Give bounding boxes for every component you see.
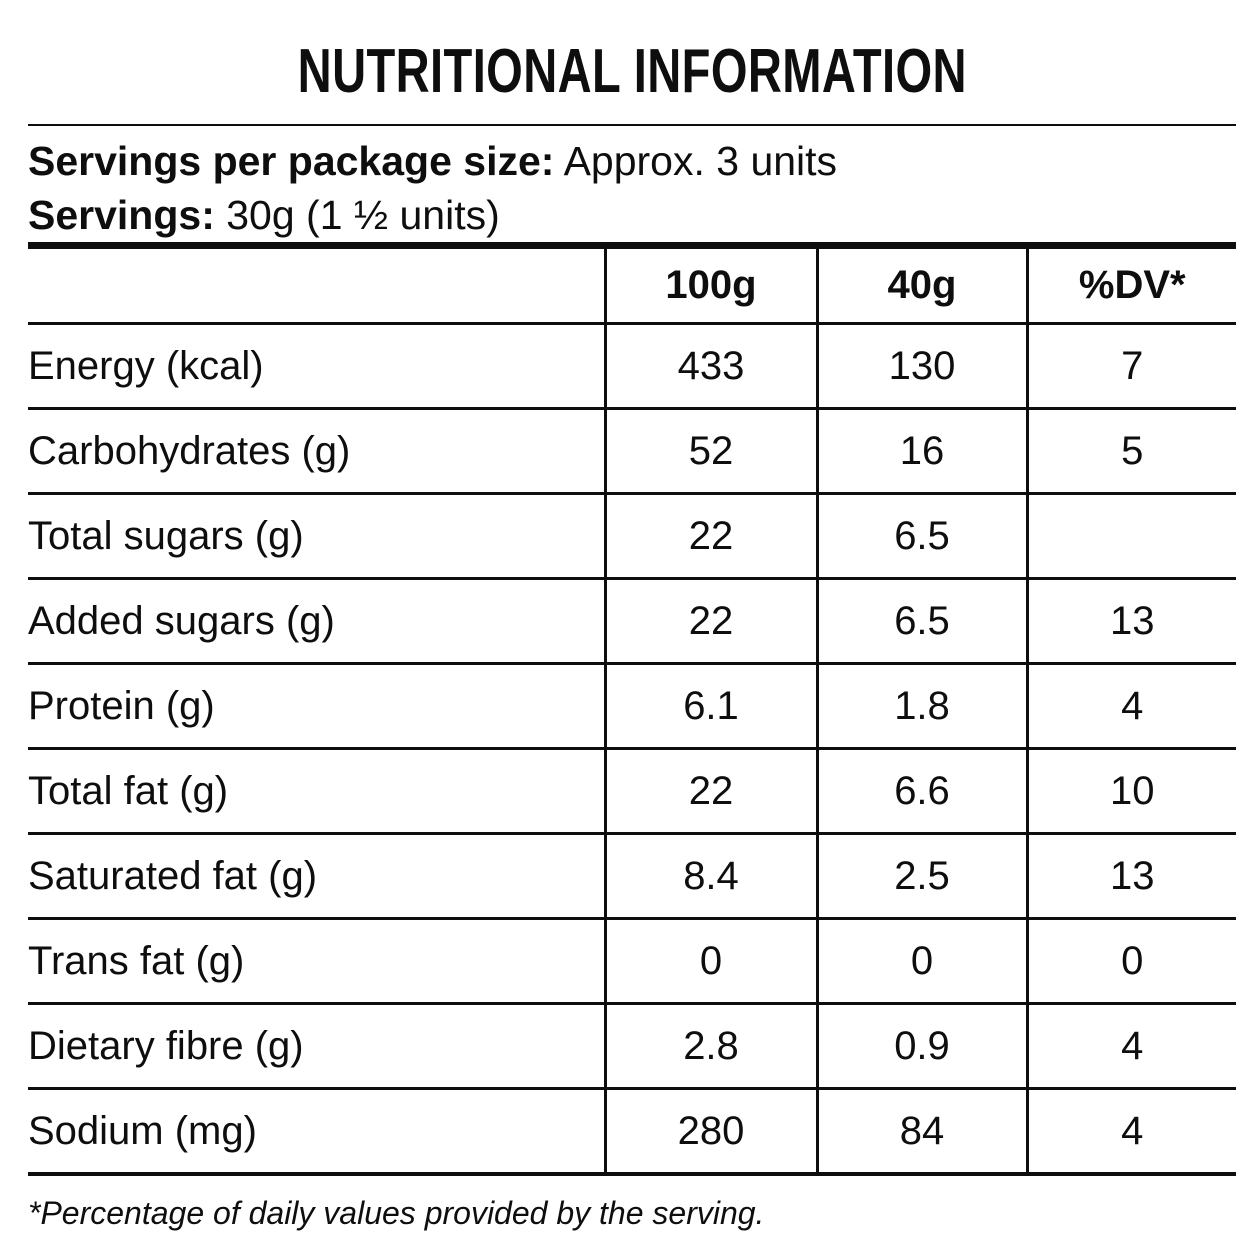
row-value-40g: 1.8 <box>815 663 1027 750</box>
table-row: Carbohydrates (g) 52 16 5 <box>28 408 1236 495</box>
row-value-dv: 5 <box>1025 408 1236 495</box>
row-value-dv: 13 <box>1025 578 1236 665</box>
nutrition-table: 100g 40g %DV* Energy (kcal) 433 130 7 Ca… <box>28 242 1236 1176</box>
row-value-100g: 280 <box>603 1088 817 1176</box>
column-header-100g: 100g <box>603 245 817 325</box>
row-value-40g: 16 <box>815 408 1027 495</box>
row-label: Added sugars (g) <box>28 578 605 665</box>
row-value-40g: 6.5 <box>815 578 1027 665</box>
row-value-40g: 6.5 <box>815 493 1027 580</box>
row-label: Sodium (mg) <box>28 1088 605 1176</box>
row-value-100g: 22 <box>603 578 817 665</box>
footnote: *Percentage of daily values provided by … <box>28 1195 765 1231</box>
servings-per-package-label: Servings per package size: <box>28 138 555 184</box>
servings-block: Servings per package size: Approx. 3 uni… <box>28 126 1236 242</box>
serving-size-value: 30g (1 ½ units) <box>226 192 500 238</box>
row-value-40g: 84 <box>815 1088 1027 1176</box>
row-label: Total fat (g) <box>28 748 605 835</box>
table-row: Saturated fat (g) 8.4 2.5 13 <box>28 833 1236 920</box>
row-value-dv: 0 <box>1025 918 1236 1005</box>
row-value-100g: 433 <box>603 323 817 410</box>
column-header-blank <box>28 245 605 325</box>
row-value-40g: 0 <box>815 918 1027 1005</box>
table-header-row: 100g 40g %DV* <box>28 245 1236 325</box>
servings-per-package-value: Approx. 3 units <box>563 138 838 184</box>
page-title: NUTRITIONAL INFORMATION <box>28 40 1236 104</box>
row-value-40g: 2.5 <box>815 833 1027 920</box>
row-label: Trans fat (g) <box>28 918 605 1005</box>
row-label: Carbohydrates (g) <box>28 408 605 495</box>
row-label: Saturated fat (g) <box>28 833 605 920</box>
column-header-40g: 40g <box>815 245 1027 325</box>
row-value-100g: 22 <box>603 493 817 580</box>
table-row: Sodium (mg) 280 84 4 <box>28 1088 1236 1176</box>
page-title-text: NUTRITIONAL INFORMATION <box>297 37 967 106</box>
table-row: Dietary fibre (g) 2.8 0.9 4 <box>28 1003 1236 1090</box>
row-value-100g: 2.8 <box>603 1003 817 1090</box>
row-value-dv: 4 <box>1025 663 1236 750</box>
row-label: Energy (kcal) <box>28 323 605 410</box>
row-label: Dietary fibre (g) <box>28 1003 605 1090</box>
row-value-dv: 4 <box>1025 1088 1236 1176</box>
row-value-40g: 0.9 <box>815 1003 1027 1090</box>
servings-per-package-line: Servings per package size: Approx. 3 uni… <box>28 134 1236 188</box>
row-value-100g: 8.4 <box>603 833 817 920</box>
table-row: Total sugars (g) 22 6.5 <box>28 493 1236 580</box>
row-value-40g: 130 <box>815 323 1027 410</box>
serving-size-line: Servings: 30g (1 ½ units) <box>28 188 1236 242</box>
table-body: Energy (kcal) 433 130 7 Carbohydrates (g… <box>28 323 1236 1176</box>
row-value-100g: 6.1 <box>603 663 817 750</box>
row-value-40g: 6.6 <box>815 748 1027 835</box>
column-header-dv: %DV* <box>1025 245 1236 325</box>
row-label: Protein (g) <box>28 663 605 750</box>
table-row: Trans fat (g) 0 0 0 <box>28 918 1236 1005</box>
top-divider-rule <box>28 124 1236 126</box>
row-value-dv <box>1025 493 1236 580</box>
table-row: Energy (kcal) 433 130 7 <box>28 323 1236 410</box>
row-value-100g: 22 <box>603 748 817 835</box>
serving-size-label: Servings: <box>28 192 215 238</box>
row-label: Total sugars (g) <box>28 493 605 580</box>
row-value-dv: 7 <box>1025 323 1236 410</box>
table-row: Added sugars (g) 22 6.5 13 <box>28 578 1236 665</box>
row-value-100g: 0 <box>603 918 817 1005</box>
row-value-100g: 52 <box>603 408 817 495</box>
row-value-dv: 13 <box>1025 833 1236 920</box>
table-row: Total fat (g) 22 6.6 10 <box>28 748 1236 835</box>
row-value-dv: 4 <box>1025 1003 1236 1090</box>
row-value-dv: 10 <box>1025 748 1236 835</box>
table-row: Protein (g) 6.1 1.8 4 <box>28 663 1236 750</box>
